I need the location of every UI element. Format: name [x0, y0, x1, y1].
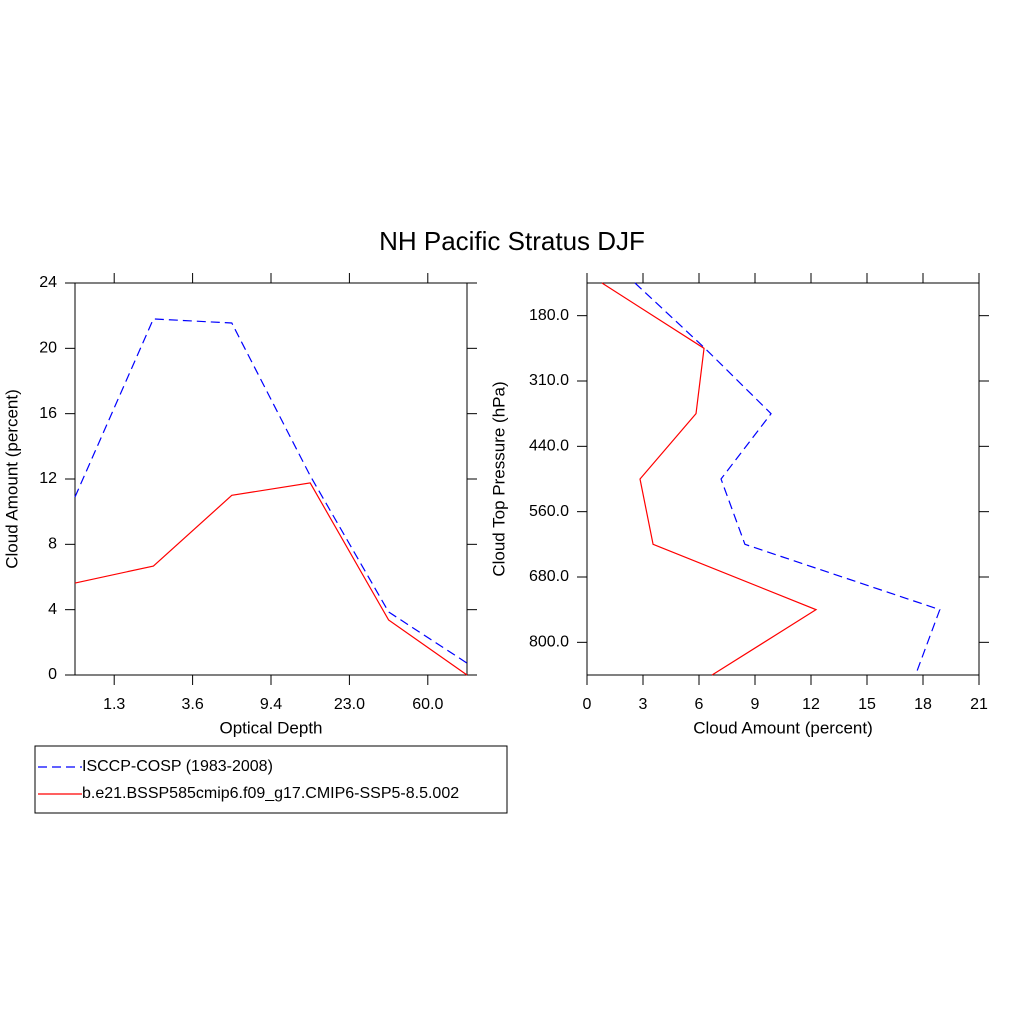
chart-title: NH Pacific Stratus DJF [379, 226, 645, 256]
legend-label: ISCCP-COSP (1983-2008) [82, 758, 273, 775]
x-tick-label: 15 [858, 696, 876, 713]
x-tick-label: 9 [751, 696, 760, 713]
y-tick-label: 12 [39, 470, 57, 487]
plot-frame [74, 282, 468, 676]
y-tick-label: 24 [39, 274, 57, 291]
legend-label: b.e21.BSSP585cmip6.f09_g17.CMIP6-SSP5-8.… [82, 785, 459, 802]
x-tick-label: 9.4 [260, 696, 282, 713]
x-tick-label: 60.0 [412, 696, 443, 713]
y-tick-label: 16 [39, 405, 57, 422]
x-tick-label: 3 [639, 696, 648, 713]
x-tick-label: 6 [695, 696, 704, 713]
y-tick-label: 680.0 [529, 568, 569, 585]
series-line [74, 482, 468, 676]
x-tick-label: 23.0 [334, 696, 365, 713]
x-tick-label: 0 [583, 696, 592, 713]
plot-frame [586, 282, 980, 676]
series-line [634, 282, 941, 676]
y-tick-label: 0 [48, 666, 57, 683]
y-tick-label: 8 [48, 536, 57, 553]
x-tick-label: 3.6 [181, 696, 203, 713]
y-tick-label: 560.0 [529, 503, 569, 520]
legend-box [34, 745, 508, 814]
x-axis-label: Optical Depth [220, 718, 323, 737]
x-tick-label: 18 [914, 696, 932, 713]
y-axis-label: Cloud Top Pressure (hPa) [489, 381, 508, 576]
y-tick-label: 4 [48, 601, 57, 618]
y-tick-label: 180.0 [529, 307, 569, 324]
x-tick-label: 12 [802, 696, 820, 713]
series-line [74, 318, 468, 664]
y-tick-label: 800.0 [529, 634, 569, 651]
y-axis-label: Cloud Amount (percent) [2, 389, 21, 569]
y-tick-label: 20 [39, 340, 57, 357]
series-line [601, 282, 818, 676]
y-tick-label: 440.0 [529, 438, 569, 455]
x-tick-label: 1.3 [103, 696, 125, 713]
x-axis-label: Cloud Amount (percent) [693, 718, 873, 737]
y-tick-label: 310.0 [529, 372, 569, 389]
x-tick-label: 21 [970, 696, 988, 713]
